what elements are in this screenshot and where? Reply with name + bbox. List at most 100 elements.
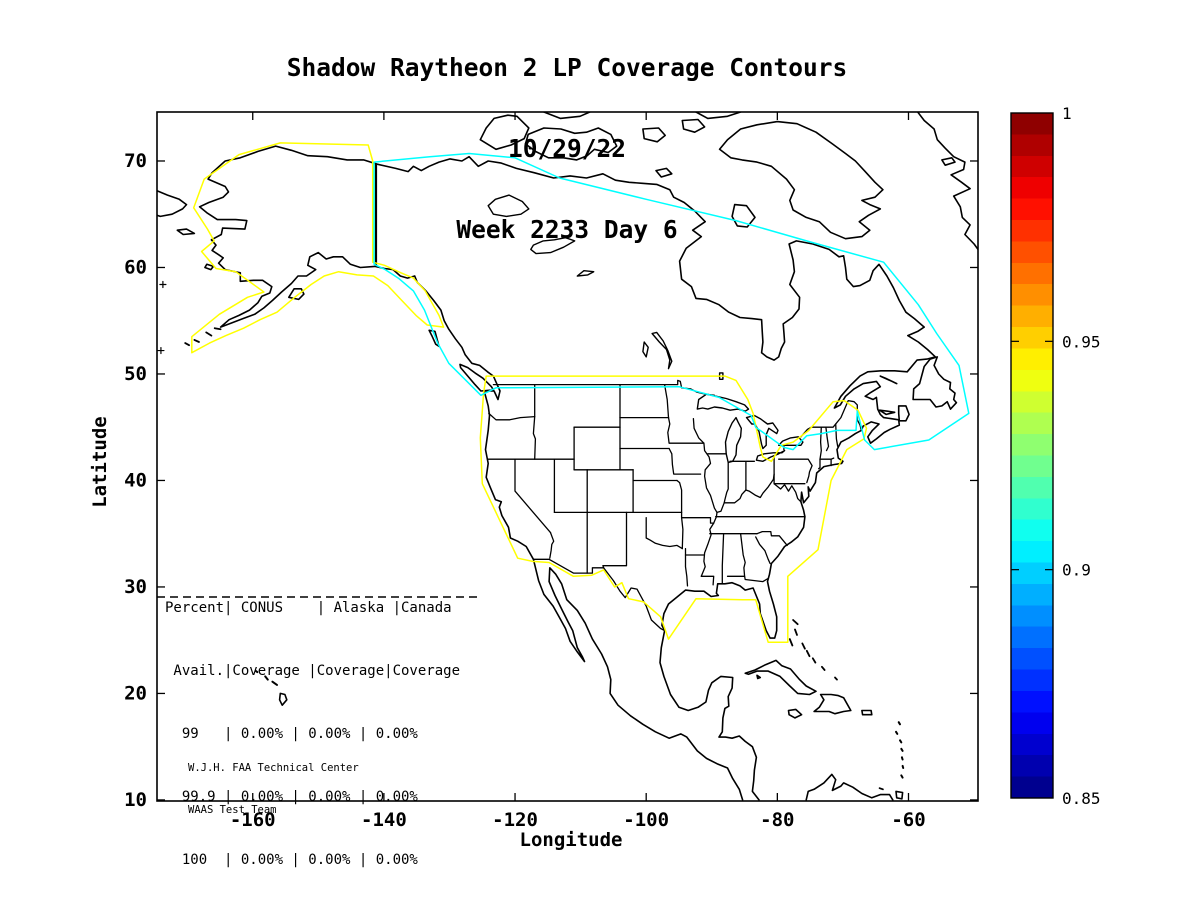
island-hawaii-maui (271, 680, 278, 686)
island-hispaniola (813, 693, 852, 715)
y-tick-label: 30 (124, 576, 147, 598)
x-tick-label: -80 (760, 809, 794, 831)
island-king-william (655, 167, 673, 178)
y-tick-label: 40 (124, 469, 147, 491)
colorbar-tick-label: 0.95 (1062, 332, 1101, 351)
island-antilles-1 (897, 721, 901, 726)
x-tick-label: -140 (361, 809, 407, 831)
island-aleutian-4 (184, 342, 190, 347)
border-ga-sc (755, 536, 771, 565)
island-hawaii-big (278, 692, 288, 706)
colorbar-border (1010, 112, 1054, 799)
border-vt-nh (825, 426, 830, 452)
x-tick-label: -60 (891, 809, 925, 831)
x-tick-label: -160 (230, 809, 276, 831)
border-mn-west (667, 416, 705, 444)
island-disko (941, 157, 956, 166)
y-tick-label: 70 (124, 150, 147, 172)
island-hawaii-kauai (255, 670, 259, 674)
island-st-lawrence (176, 228, 196, 236)
lake-athabasca (576, 270, 595, 277)
border-red-river-north (663, 383, 670, 419)
title-week: Week 2233 Day 6 (456, 215, 678, 244)
island-pei (878, 409, 896, 416)
island-aleutian-3 (193, 339, 200, 343)
axis-ticks (157, 112, 978, 801)
island-jamaica (787, 708, 803, 719)
x-axis-label: Longitude (519, 829, 623, 851)
lake-michigan (724, 416, 742, 464)
island-antilles-6 (901, 764, 905, 769)
island-cuba (744, 659, 817, 696)
colorbar-tick-label: 1 (1062, 104, 1072, 123)
island-marker (159, 280, 167, 289)
border-nh-me (835, 423, 839, 448)
border-us-mexico-west (532, 558, 605, 574)
y-tick-label: 50 (124, 363, 147, 385)
axis-tick-labels: -160 -140 -120 -100 -80 -60 70 60 50 40 30 20 10 (124, 150, 926, 831)
island-antilles-2 (895, 730, 899, 735)
lake-nipigon (718, 372, 724, 380)
contour-95-alaska (191, 142, 445, 354)
island-isle-of-youth (756, 674, 762, 680)
island-baffin (718, 120, 884, 240)
border-red-river-south (645, 517, 683, 550)
border-al-ga (739, 533, 746, 577)
border-pa-ny (778, 458, 813, 484)
colorbar-tick-label: 0.9 (1062, 561, 1091, 580)
coverage-table-header-2: Avail.|Coverage |Coverage|Coverage (165, 663, 461, 679)
contour-90-main (373, 152, 970, 451)
lake-winnipeg (651, 331, 673, 370)
title-block: Shadow Raytheon 2 LP Coverage Contours 1… (167, 0, 967, 270)
island-melville (543, 112, 591, 120)
border-mo-river (668, 447, 702, 475)
border-id-west (532, 383, 537, 460)
border-wv-va (773, 483, 802, 503)
island-aleutian-1 (213, 327, 222, 331)
border-tx-la (684, 547, 689, 587)
border-mo-ar (680, 517, 715, 524)
island-aleutian-2 (205, 331, 213, 337)
island-bahamas-3 (788, 638, 794, 647)
island-anticosti (879, 375, 898, 385)
contour-95-conus (479, 375, 868, 644)
x-tick-label: -100 (623, 809, 669, 831)
x-tick-label: -120 (492, 809, 538, 831)
lake-great-bear (487, 194, 530, 218)
island-cape-breton (897, 405, 910, 422)
border-pa-oh-md (773, 455, 806, 485)
island-antilles-7 (900, 774, 904, 779)
border-mo-ks (676, 479, 683, 519)
border-colorado-river (549, 531, 555, 559)
island-somerset (681, 118, 706, 133)
island-trinidad (895, 790, 904, 800)
lake-ontario (778, 436, 804, 446)
coast-greenland (916, 112, 978, 251)
coverage-table-row-99-9: 99.9 | 0.00% | 0.00% | 0.00% (165, 789, 418, 805)
border-ok-ar (680, 517, 684, 550)
y-axis-label: Latitude (89, 416, 111, 508)
border-nm-tx (602, 511, 628, 569)
border-mississippi-river (692, 418, 718, 577)
island-victoria (524, 127, 618, 161)
island-margarita (878, 787, 884, 791)
lake-great-slave (530, 237, 576, 255)
credit-line-1: W.J.H. FAA Technical Center (188, 762, 359, 774)
island-antilles-3 (899, 739, 903, 744)
lake-winnipegosis (642, 341, 649, 358)
coverage-table-row-99: 99 | 0.00% | 0.00% | 0.00% (165, 726, 418, 742)
island-nunivak (204, 263, 215, 271)
border-ny-east (818, 426, 822, 470)
island-bahamas-2 (794, 628, 798, 636)
border-nc-sc (756, 530, 788, 547)
border-me-canada (810, 399, 862, 432)
coverage-table: Percent| CONUS | Alaska |Canada Avail.|C… (165, 556, 460, 892)
island-puerto-rico (861, 709, 873, 716)
page-title: Shadow Raytheon 2 LP Coverage Contours (286, 53, 848, 82)
colorbar-ticks (1011, 340, 1053, 571)
island-marker (157, 346, 165, 355)
title-date: 10/29/22 (507, 134, 626, 163)
coast-south-america (805, 773, 894, 801)
